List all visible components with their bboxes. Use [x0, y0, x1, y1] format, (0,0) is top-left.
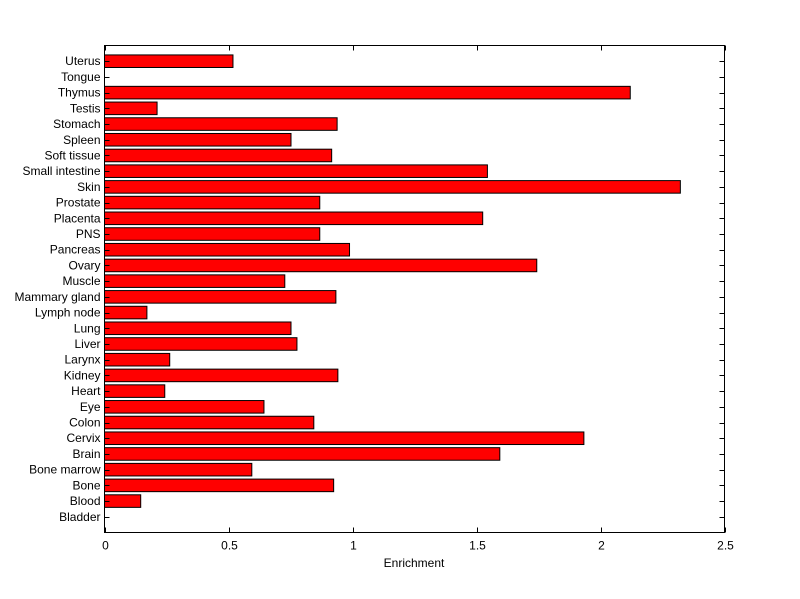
y-tick-label: Thymus	[58, 86, 101, 100]
y-tick-label: Lung	[74, 321, 101, 335]
y-tick-label: Bladder	[59, 510, 100, 524]
bar-spleen	[104, 132, 292, 147]
y-tick-label: Brain	[72, 447, 100, 461]
y-tick-label: Prostate	[56, 196, 101, 210]
y-tick-label: Larynx	[64, 353, 100, 367]
x-tick-label: 0.5	[221, 539, 238, 553]
y-tick-label: Stomach	[53, 117, 100, 131]
bar-liver	[104, 337, 298, 351]
y-tick-label: Testis	[70, 101, 101, 115]
bar-bone	[104, 478, 335, 493]
bar-lung	[104, 321, 292, 336]
bar-larynx	[104, 352, 171, 367]
bar-uterus	[104, 54, 234, 68]
y-tick-label: Liver	[74, 337, 100, 351]
y-tick-label: Cervix	[66, 431, 100, 445]
bar-pancreas	[104, 242, 351, 257]
y-tick-label: Blood	[70, 494, 101, 508]
bar-placenta	[104, 211, 484, 226]
axes-box	[104, 45, 725, 533]
bar-small-intestine	[104, 164, 488, 178]
y-tick-label: Tongue	[61, 70, 101, 84]
y-tick-label: Muscle	[62, 274, 100, 288]
bar-thymus	[104, 85, 631, 100]
bar-bone-marrow	[104, 462, 253, 477]
y-tick-label: Uterus	[65, 54, 100, 68]
y-tick-label: Ovary	[68, 258, 100, 272]
bar-soft-tissue	[104, 148, 333, 163]
bar-stomach	[104, 117, 338, 131]
y-tick-label: Spleen	[63, 133, 100, 147]
x-axis-label: Enrichment	[384, 556, 445, 570]
y-tick-label: Skin	[77, 180, 100, 194]
y-tick-label: Pancreas	[50, 243, 101, 257]
y-tick-label: Bone marrow	[29, 463, 101, 477]
bar-eye	[104, 400, 265, 414]
bar-lymph-node	[104, 305, 148, 320]
y-tick-label: Placenta	[54, 211, 101, 225]
x-tick-label: 2.5	[717, 539, 734, 553]
y-tick-label: Bone	[72, 478, 100, 492]
bar-muscle	[104, 274, 286, 288]
y-tick-label: Kidney	[64, 368, 101, 382]
bar-brain	[104, 447, 501, 461]
bars	[104, 54, 681, 508]
bar-prostate	[104, 195, 321, 210]
bar-heart	[104, 384, 166, 398]
x-ticks: 0 0.5 1 1.5 2 2.5	[102, 45, 734, 553]
y-tick-label: Soft tissue	[44, 148, 100, 162]
x-tick-label: 2	[598, 539, 605, 553]
bar-kidney	[104, 368, 339, 383]
bar-blood	[104, 494, 142, 508]
bar-colon	[104, 415, 315, 430]
y-tick-label: Heart	[71, 384, 101, 398]
y-tick-label: Eye	[80, 400, 101, 414]
bar-ovary	[104, 258, 538, 273]
y-tick-label: Mammary gland	[14, 290, 100, 304]
y-tick-label: Lymph node	[35, 306, 101, 320]
x-tick-label: 0	[102, 539, 109, 553]
y-tick-label: PNS	[76, 227, 101, 241]
y-tick-label: Colon	[69, 416, 100, 430]
bar-cervix	[104, 431, 585, 446]
bar-testis	[104, 101, 158, 116]
y-tick-label: Small intestine	[22, 164, 100, 178]
x-tick-label: 1.5	[469, 539, 486, 553]
x-tick-label: 1	[350, 539, 357, 553]
bar-mammary-gland	[104, 290, 337, 304]
bar-pns	[104, 227, 321, 241]
bar-skin	[104, 180, 681, 194]
